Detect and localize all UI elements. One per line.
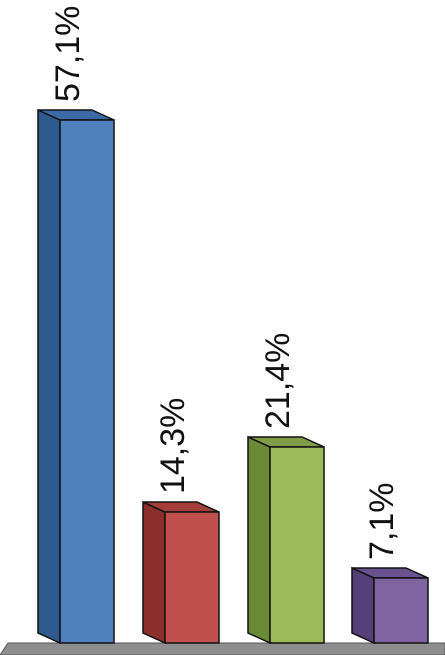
bar-3 — [269, 446, 325, 644]
data-label-1: 57,1% — [49, 6, 87, 102]
data-label-3: 21,4% — [259, 333, 297, 429]
bar-1 — [59, 119, 115, 644]
bar-side-3 — [247, 435, 271, 645]
bar-side-2 — [142, 500, 166, 645]
data-label-2: 14,3% — [154, 398, 192, 494]
bar-side-1 — [37, 108, 61, 645]
labels-group: 57,1% 14,3% 21,4% 7,1% — [49, 6, 401, 560]
bar-4 — [373, 577, 429, 644]
chart-floor — [0, 642, 445, 655]
bar-side-4 — [351, 566, 375, 645]
bars-group — [37, 108, 429, 645]
data-label-4: 7,1% — [363, 482, 401, 560]
bar-2 — [164, 511, 220, 644]
